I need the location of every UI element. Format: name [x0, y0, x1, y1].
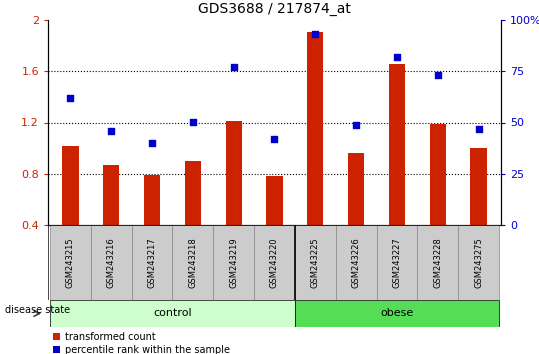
Point [270, 136, 279, 142]
Bar [63, 145, 79, 225]
Point [66, 95, 75, 101]
Text: GSM243225: GSM243225 [311, 237, 320, 288]
Point [392, 54, 401, 60]
Point [474, 126, 483, 131]
Bar [50, 300, 295, 327]
Point [230, 64, 238, 70]
Bar [336, 225, 377, 300]
Text: GSM243217: GSM243217 [148, 237, 156, 288]
Text: GSM243275: GSM243275 [474, 237, 483, 288]
Bar [91, 225, 132, 300]
Point [352, 122, 361, 127]
Legend: transformed count, percentile rank within the sample: transformed count, percentile rank withi… [53, 332, 230, 354]
Point [433, 73, 442, 78]
Title: GDS3688 / 217874_at: GDS3688 / 217874_at [198, 2, 351, 16]
Bar [377, 225, 417, 300]
Bar [266, 176, 282, 225]
Text: GSM243215: GSM243215 [66, 237, 75, 288]
Point [189, 120, 197, 125]
Bar [307, 32, 323, 225]
Text: disease state: disease state [5, 305, 71, 315]
Bar [295, 300, 499, 327]
Text: GSM243216: GSM243216 [107, 237, 116, 288]
Bar [295, 225, 336, 300]
Bar [225, 121, 242, 225]
Point [311, 32, 320, 37]
Bar [348, 153, 364, 225]
Bar [389, 64, 405, 225]
Bar [144, 175, 160, 225]
Bar [172, 225, 213, 300]
Bar [417, 225, 458, 300]
Bar [213, 225, 254, 300]
Bar [254, 225, 295, 300]
Bar [132, 225, 172, 300]
Bar [471, 148, 487, 225]
Text: control: control [153, 308, 192, 319]
Text: GSM243219: GSM243219 [229, 237, 238, 288]
Text: GSM243226: GSM243226 [351, 237, 361, 288]
Point [107, 128, 115, 133]
Text: GSM243218: GSM243218 [188, 237, 197, 288]
Bar [50, 225, 91, 300]
Bar [185, 161, 201, 225]
Bar [430, 124, 446, 225]
Text: GSM243227: GSM243227 [392, 237, 402, 288]
Text: obese: obese [381, 308, 413, 319]
Bar [458, 225, 499, 300]
Point [148, 140, 156, 146]
Text: GSM243228: GSM243228 [433, 237, 442, 288]
Text: GSM243220: GSM243220 [270, 237, 279, 288]
Bar [103, 165, 120, 225]
